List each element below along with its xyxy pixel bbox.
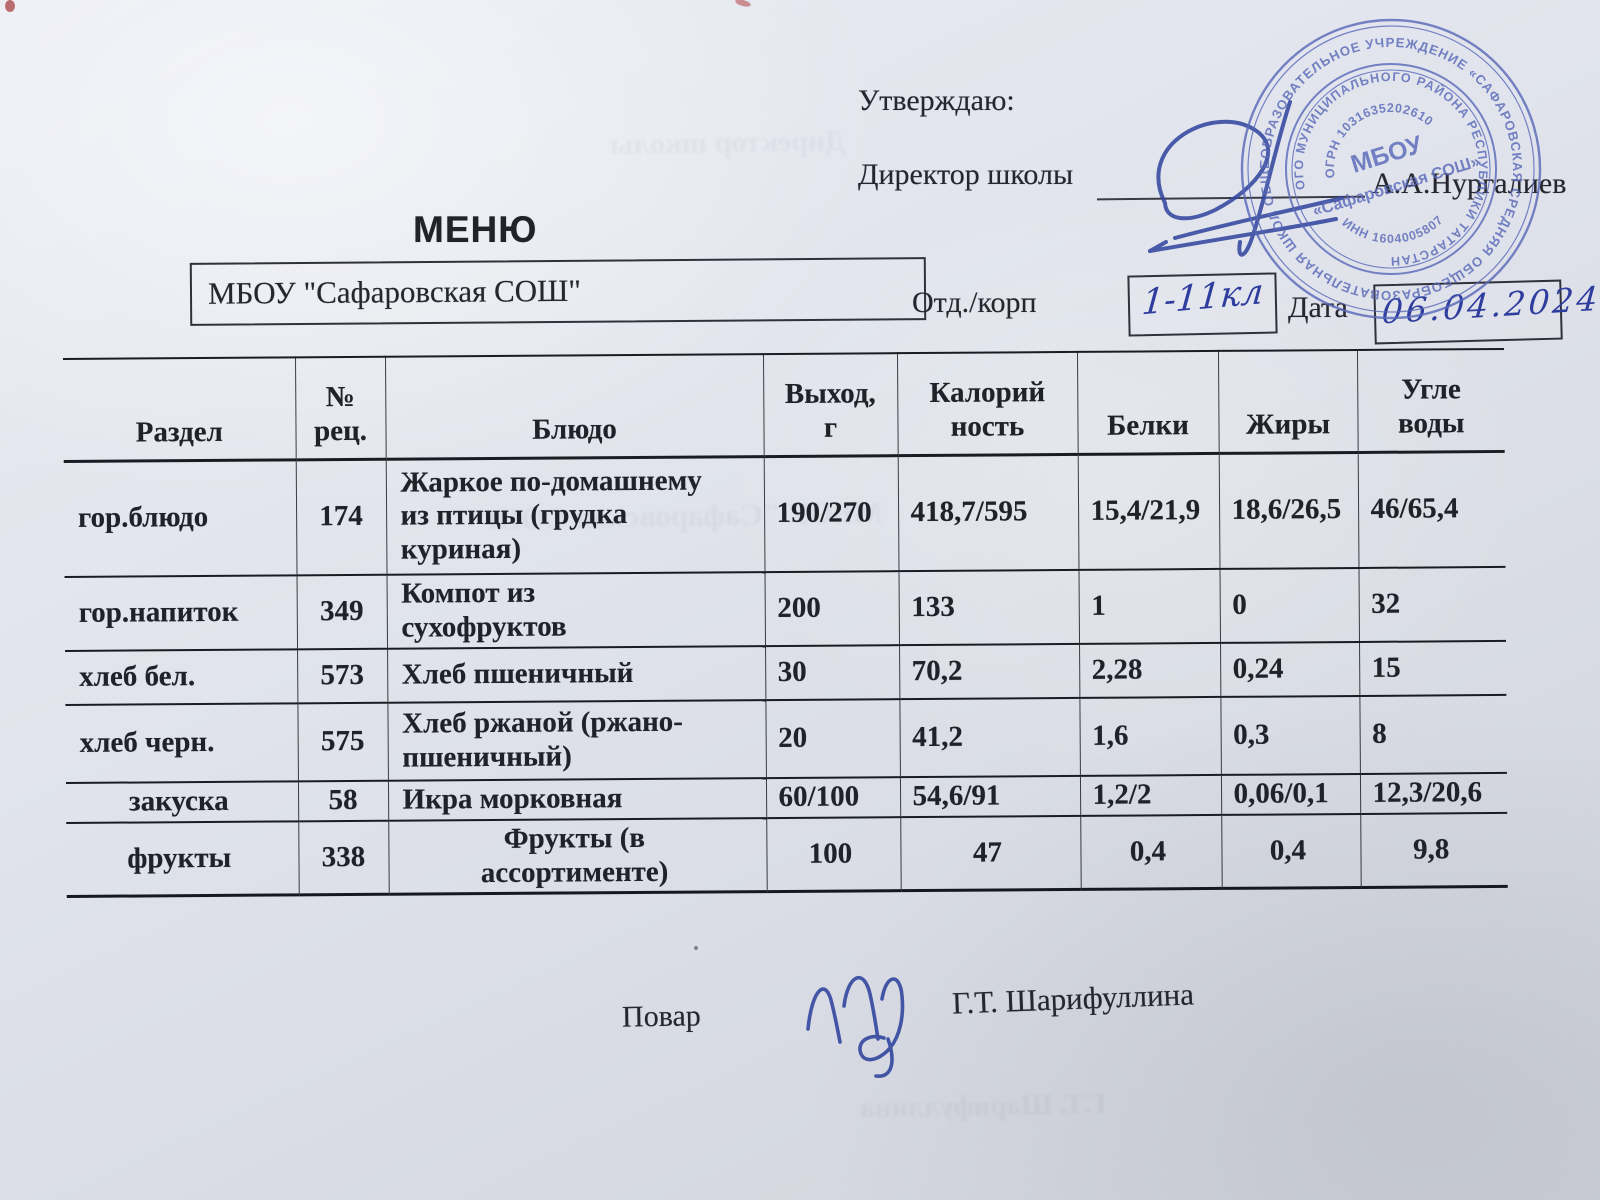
cell-fats: 0,4 [1221,813,1361,889]
cell-fats: 0,24 [1220,641,1360,697]
cell-recipe-no: 338 [298,820,389,896]
column-header-proteins: Белки [1076,350,1219,454]
cell-output-g: 100 [766,817,901,892]
cell-carbs: 8 [1359,694,1507,774]
cell-recipe-no: 575 [297,702,388,782]
school-name: МБОУ "Сафаровская СОШ" [207,272,582,311]
cell-dish: Хлеб пшеничный [387,646,766,703]
cell-section: хлеб бел. [65,649,298,705]
cell-section: хлеб черн. [65,703,298,783]
column-header-recipe-no: № рец. [295,356,386,460]
cell-calories: 41,2 [899,697,1080,778]
cell-proteins: 1 [1078,568,1221,644]
cell-carbs: 15 [1359,640,1507,696]
cell-proteins: 0,4 [1080,814,1222,890]
cell-output-g: 200 [764,571,900,647]
dept-corp-handwritten-value: 1-11кл [1140,271,1265,324]
cell-fats: 0,3 [1220,695,1360,775]
cell-output-g: 30 [765,645,900,701]
cell-section: гор.напиток [64,575,298,651]
table-row: хлеб бел. 573 Хлеб пшеничный 30 70,2 2,28 0,24… [65,640,1507,705]
cell-recipe-no: 174 [295,458,387,576]
table-row: гор.блюдо 174 Жаркое по-домашнему из птицы… [63,450,1506,577]
column-header-dish: Блюдо [384,354,764,459]
cell-proteins: 15,4/21,9 [1077,452,1220,570]
red-ink-speck [5,0,15,12]
date-box: 06.04.2024 [1373,279,1600,345]
school-name-box: МБОУ "Сафаровская СОШ" [189,257,927,326]
cell-proteins: 2,28 [1079,642,1221,698]
dept-corp-box: 1-11кл [1127,271,1278,337]
cell-recipe-no: 573 [297,648,388,704]
cell-output-g: 20 [765,699,900,779]
table-row: хлеб черн. 575 Хлеб ржаной (ржано- пшеничн… [65,694,1507,783]
cell-calories: 47 [900,815,1081,891]
cell-carbs: 9,8 [1360,812,1508,888]
cell-calories: 133 [898,569,1080,646]
cell-recipe-no: 349 [296,574,388,650]
cell-fats: 18,6/26,5 [1218,451,1359,569]
cell-calories: 54,6/91 [899,775,1081,818]
cell-calories: 70,2 [899,643,1080,700]
director-label: Директор школы [858,158,1074,191]
table-row: фрукты 338 Фрукты (в ассортименте) 100 47 0,4… [66,812,1508,897]
column-header-calories: Калорий ность [896,351,1078,456]
table-row: гор.напиток 349 Компот из сухофруктов 200 13… [64,566,1507,651]
cell-proteins: 1,6 [1079,696,1221,776]
column-header-section: Раздел [63,357,296,461]
menu-table: Раздел № рец. Блюдо Выход, г Калорий нос… [63,347,1508,899]
cell-carbs: 12,3/20,6 [1359,772,1508,814]
cell-section: фрукты [66,821,299,897]
cell-recipe-no: 58 [297,780,389,822]
cell-dish: Икра морковная [387,778,767,821]
cell-dish: Жаркое по-домашнему из птицы (грудка кур… [385,456,765,575]
column-header-carbs: Угле воды [1356,348,1505,452]
cell-fats: 0,06/0,1 [1220,773,1361,815]
cell-output-g: 60/100 [765,777,901,819]
cell-carbs: 32 [1358,566,1507,642]
cook-label: Повар [621,999,702,1034]
column-header-fats: Жиры [1217,349,1358,453]
ink-dot [694,946,698,950]
cell-output-g: 190/270 [763,455,899,573]
menu-table-container: Раздел № рец. Блюдо Выход, г Калорий нос… [63,347,1508,899]
cell-dish: Хлеб ржаной (ржано- пшеничный) [387,700,766,781]
approve-label: Утверждаю: [858,84,1015,117]
cell-section: гор.блюдо [63,459,297,577]
cell-calories: 418,7/595 [897,453,1079,572]
table-header-row: Раздел № рец. Блюдо Выход, г Калорий нос… [63,348,1505,461]
cell-dish: Компот из сухофруктов [386,572,766,649]
cell-proteins: 1,2/2 [1079,774,1222,816]
column-header-output: Выход, г [762,353,898,457]
dept-corp-label: Отд./корп [912,286,1037,319]
cell-dish: Фрукты (в ассортименте) [388,818,767,895]
page-title: МЕНЮ [413,209,538,250]
date-label: Дата [1288,291,1348,324]
cell-carbs: 46/65,4 [1357,450,1506,568]
director-name: А.А.Нургалиев [1372,167,1567,200]
cell-fats: 0 [1219,567,1360,643]
cell-section: закуска [65,781,299,823]
